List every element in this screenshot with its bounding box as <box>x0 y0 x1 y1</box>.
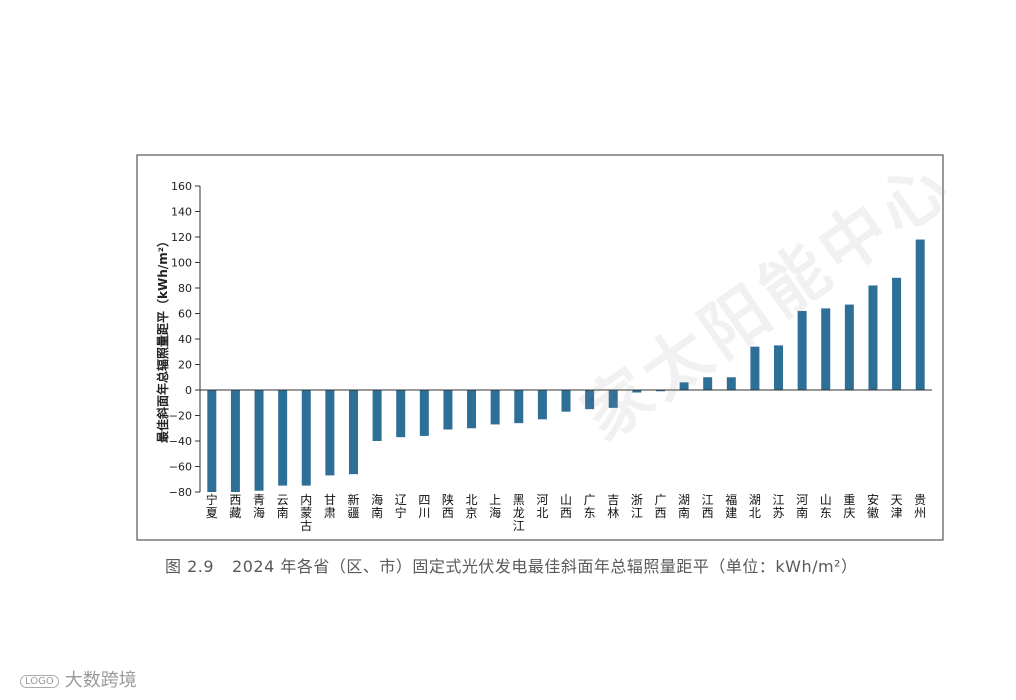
bar-广东 <box>585 390 595 410</box>
y-tick-label: 160 <box>171 180 192 193</box>
bar-黑龙江 <box>514 390 524 424</box>
x-tick-label: 广东 <box>584 493 596 520</box>
y-tick-label: −40 <box>169 435 192 448</box>
x-tick-label: 辽宁 <box>395 493 407 520</box>
x-tick-label: 湖北 <box>749 492 761 520</box>
bar-辽宁 <box>396 390 406 438</box>
y-tick-label: 40 <box>178 333 192 346</box>
x-tick-label: 江苏 <box>773 493 785 520</box>
x-tick-label: 重庆 <box>843 493 855 520</box>
x-tick-label: 四川 <box>418 493 430 520</box>
bar-新疆 <box>348 390 358 475</box>
bar-江西 <box>703 377 713 390</box>
y-tick-label: 20 <box>178 359 192 372</box>
bar-北京 <box>467 390 477 429</box>
y-tick-label: −20 <box>169 410 192 423</box>
y-tick-label: 100 <box>171 257 192 270</box>
x-tick-label: 山西 <box>560 493 572 520</box>
x-tick-label: 黑龙江 <box>513 493 525 533</box>
x-tick-label: 吉林 <box>607 493 619 520</box>
y-tick-label: −80 <box>169 486 192 499</box>
x-tick-label: 北京 <box>466 493 478 520</box>
x-tick-label: 陕西 <box>442 492 454 520</box>
bar-广西 <box>655 390 665 392</box>
watermark-brand: LOGO 大数跨境 <box>20 666 137 692</box>
bar-吉林 <box>608 390 618 408</box>
chart-frame <box>136 154 944 541</box>
figure-caption-text: 2024 年各省（区、市）固定式光伏发电最佳斜面年总辐照量距平（单位：kWh/m… <box>232 557 858 576</box>
y-axis-label: 最佳斜面年总辐照量距平（kWh/m²） <box>155 235 170 443</box>
x-tick-label: 河南 <box>796 493 808 520</box>
brand-name: 大数跨境 <box>64 670 137 691</box>
y-tick-label: 0 <box>185 384 192 397</box>
bar-内蒙古 <box>301 390 311 486</box>
x-tick-label: 广西 <box>654 493 666 520</box>
y-tick-label: −60 <box>169 461 192 474</box>
bar-宁夏 <box>207 390 217 492</box>
x-tick-label: 西藏 <box>229 493 241 520</box>
figure-number: 图 2.9 <box>165 557 215 576</box>
bar-福建 <box>726 377 736 390</box>
x-tick-label: 安徽 <box>867 492 879 520</box>
bar-云南 <box>278 390 288 486</box>
bar-天津 <box>892 277 902 390</box>
bar-陕西 <box>443 390 453 430</box>
bar-上海 <box>490 390 500 425</box>
bar-海南 <box>372 390 382 441</box>
bar-浙江 <box>632 390 642 393</box>
bar-西藏 <box>230 390 240 492</box>
x-tick-label: 贵州 <box>914 493 926 520</box>
bar-青海 <box>254 390 264 491</box>
x-tick-label: 天津 <box>891 493 903 520</box>
x-tick-label: 福建 <box>725 492 737 520</box>
bar-江苏 <box>774 345 784 390</box>
bar-贵州 <box>915 239 925 390</box>
bar-河北 <box>537 390 547 420</box>
brand-logo: LOGO <box>20 674 59 688</box>
x-tick-label: 河北 <box>536 493 548 520</box>
bar-四川 <box>419 390 429 436</box>
x-tick-label: 湖南 <box>678 492 690 520</box>
bar-安徽 <box>868 285 878 390</box>
y-axis-label-text: 最佳斜面年总辐照量距平（kWh/m²） <box>155 235 170 443</box>
x-tick-label: 山东 <box>820 493 832 520</box>
y-tick-label: 80 <box>178 282 192 295</box>
x-tick-label: 内蒙古 <box>300 493 312 533</box>
bar-湖北 <box>750 346 760 390</box>
x-tick-label: 青海 <box>253 493 265 520</box>
bar-重庆 <box>844 304 854 390</box>
y-tick-label: 60 <box>178 308 192 321</box>
x-tick-label: 新疆 <box>347 492 359 520</box>
bar-河南 <box>797 310 807 390</box>
x-tick-label: 浙江 <box>631 493 643 520</box>
x-tick-label: 江西 <box>702 493 714 520</box>
bar-甘肃 <box>325 390 335 476</box>
x-tick-label: 海南 <box>371 492 383 520</box>
bar-山东 <box>821 308 831 390</box>
y-tick-label: 120 <box>171 231 192 244</box>
figure-caption: 图 2.9 2024 年各省（区、市）固定式光伏发电最佳斜面年总辐照量距平（单位：… <box>165 553 857 577</box>
x-tick-label: 宁夏 <box>206 492 218 520</box>
x-tick-label: 云南 <box>277 493 289 520</box>
y-tick-label: 140 <box>171 206 192 219</box>
bar-湖南 <box>679 382 689 390</box>
x-tick-label: 甘肃 <box>324 493 336 520</box>
x-tick-label: 上海 <box>489 493 501 520</box>
bar-山西 <box>561 390 571 412</box>
